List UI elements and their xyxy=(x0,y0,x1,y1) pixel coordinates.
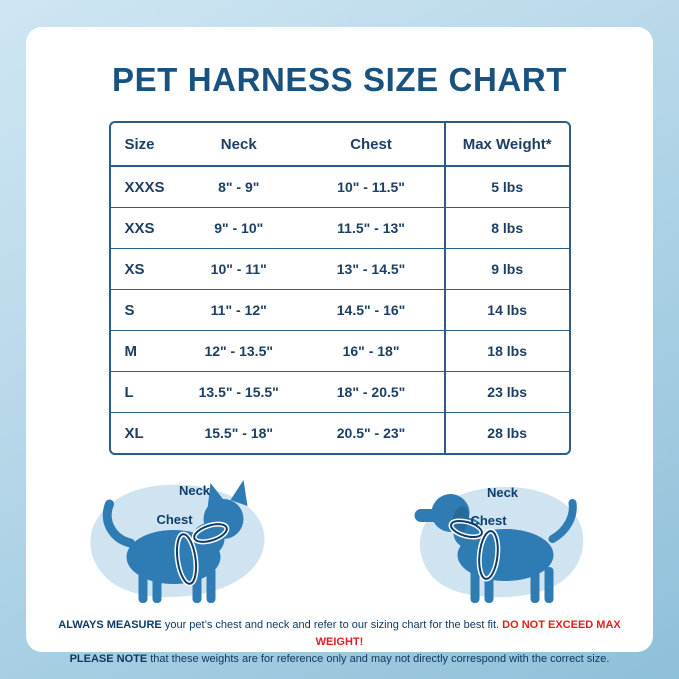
max-weight-cell: 18 lbs xyxy=(443,330,569,372)
chest-cell: 20.5" - 23" xyxy=(298,412,445,453)
cat-neck-label: Neck xyxy=(179,483,211,498)
max-weight-cell: 23 lbs xyxy=(443,371,569,413)
size-chart-table: Size Neck Chest Max Weight* XXXS 8" - 9" 1… xyxy=(108,121,571,455)
neck-cell: 15.5" - 18" xyxy=(179,412,299,453)
cat-neck-ring-line xyxy=(193,523,228,543)
dog-illustration: Neck Chest xyxy=(414,485,584,603)
max-weight-cell: 14 lbs xyxy=(443,289,569,331)
footer-measure-bold: ALWAYS MEASURE xyxy=(58,619,162,631)
size-chart-card: PET HARNESS SIZE CHART Size Neck Chest M… xyxy=(26,27,653,665)
dog-chest-label: Chest xyxy=(470,513,507,528)
footer-note-bold: PLEASE NOTE xyxy=(69,653,148,666)
table-row: M 12" - 13.5" 16" - 18" 18 lbs xyxy=(110,330,569,372)
col-header-neck: Neck xyxy=(220,135,257,153)
table-body: XXXS 8" - 9" 10" - 11.5" 5 lbs XXS 9" - 10" 11… xyxy=(110,165,569,453)
chest-cell: 10" - 11.5" xyxy=(298,165,445,208)
footer-note-text: that these weights are for reference onl… xyxy=(147,653,610,666)
dog-chest-ring-line xyxy=(478,530,499,580)
size-cell: XXXS xyxy=(110,165,180,208)
table-header-row: Size Neck Chest Max Weight* xyxy=(110,123,569,166)
cat-chest-label: Chest xyxy=(156,512,193,527)
footer-note: ALWAYS MEASURE your pet’s chest and neck… xyxy=(56,617,623,668)
neck-cell: 13.5" - 15.5" xyxy=(179,371,299,413)
page-title: PET HARNESS SIZE CHART xyxy=(111,61,568,98)
size-cell: S xyxy=(110,289,180,331)
chest-cell: 18" - 20.5" xyxy=(298,371,445,413)
size-cell: XS xyxy=(110,248,180,290)
table-row: S 11" - 12" 14.5" - 16" 14 lbs xyxy=(110,289,569,331)
max-weight-cell: 8 lbs xyxy=(443,207,569,249)
cat-chest-ring-line xyxy=(175,533,198,585)
chest-cell: 14.5" - 16" xyxy=(298,289,445,331)
table-row: XXS 9" - 10" 11.5" - 13" 8 lbs xyxy=(110,207,569,249)
max-weight-cell: 9 lbs xyxy=(443,248,569,290)
dog-neck-ring-line xyxy=(449,519,484,539)
neck-cell: 8" - 9" xyxy=(179,165,299,208)
neck-cell: 12" - 13.5" xyxy=(179,330,299,372)
neck-cell: 9" - 10" xyxy=(179,207,299,249)
table-row: XL 15.5" - 18" 20.5" - 23" 28 lbs xyxy=(110,412,569,453)
footer-measure-text: your pet’s chest and neck and refer to o… xyxy=(161,619,503,631)
col-header-size: Size xyxy=(124,135,155,153)
size-cell: M xyxy=(110,330,180,372)
measurement-illustrations: Neck Chest xyxy=(56,467,623,607)
max-weight-cell: 28 lbs xyxy=(443,412,569,453)
chest-cell: 13" - 14.5" xyxy=(298,248,445,290)
max-weight-cell: 5 lbs xyxy=(443,165,569,208)
dog-neck-label: Neck xyxy=(487,485,519,500)
table-row: XXXS 8" - 9" 10" - 11.5" 5 lbs xyxy=(110,165,569,208)
table-row: L 13.5" - 15.5" 18" - 20.5" 23 lbs xyxy=(110,371,569,413)
cat-illustration: Neck Chest xyxy=(90,480,265,603)
size-cell: XXS xyxy=(110,207,180,249)
neck-cell: 11" - 12" xyxy=(179,289,299,331)
chest-cell: 11.5" - 13" xyxy=(298,207,445,249)
neck-cell: 10" - 11" xyxy=(179,248,299,290)
col-header-max-weight: Max Weight* xyxy=(443,123,569,166)
footer-warning: DO NOT EXCEED MAX WEIGHT! xyxy=(315,619,621,649)
size-cell: L xyxy=(110,371,180,413)
col-header-chest: Chest xyxy=(350,135,392,153)
size-cell: XL xyxy=(110,412,180,453)
chest-cell: 16" - 18" xyxy=(298,330,445,372)
table-row: XS 10" - 11" 13" - 14.5" 9 lbs xyxy=(110,248,569,290)
